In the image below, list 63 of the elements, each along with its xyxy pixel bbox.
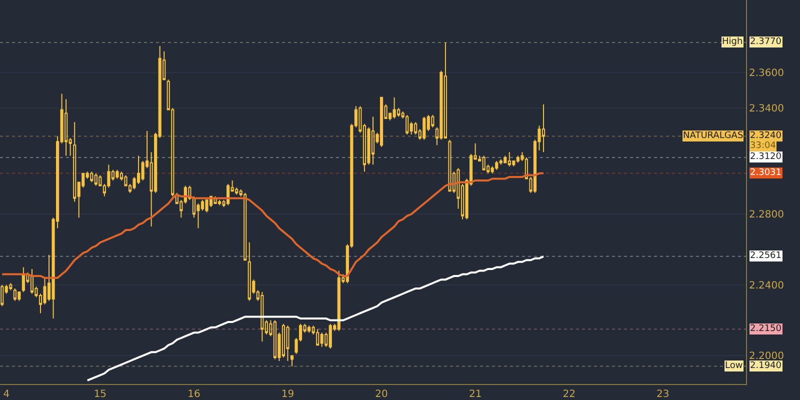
ref-line-label: 2.3031	[750, 168, 782, 178]
candlestick	[542, 104, 546, 153]
candlestick	[337, 270, 340, 332]
candlestick	[90, 171, 94, 183]
x-tick-label: 16	[188, 389, 200, 400]
ref-line-label: 2.2150	[750, 324, 782, 334]
x-tick-label: 4	[3, 389, 10, 400]
ref-line-label: 2.3120	[750, 152, 782, 162]
candlestick	[9, 282, 12, 291]
line-series	[1, 172, 545, 279]
candlestick	[188, 185, 192, 200]
candlestick	[205, 199, 208, 213]
y-tick-label: 2.2800	[749, 210, 784, 221]
candlestick	[244, 192, 247, 261]
candlestick	[380, 96, 384, 148]
candlestick	[516, 155, 520, 164]
ref-line-label: 2.1940	[750, 361, 782, 371]
annotation: High	[722, 37, 743, 47]
y-tick-label: 2.3400	[749, 103, 784, 114]
x-tick-label: 23	[656, 389, 670, 400]
y-tick-label: 2.2400	[749, 280, 784, 292]
candlestick	[371, 116, 375, 166]
x-tick-label: 19	[281, 389, 294, 400]
candlestick	[248, 242, 251, 302]
candlestick	[290, 355, 294, 367]
candlestick	[431, 114, 434, 128]
ref-line-label: 2.3240	[750, 131, 782, 141]
ref-line-label: 2.3770	[750, 37, 782, 47]
x-tick-label: 15	[94, 389, 107, 400]
x-tick-label: 20	[375, 389, 388, 400]
y-tick-label: 2.2000	[749, 351, 784, 362]
candlestick	[308, 325, 311, 334]
candlestick	[218, 199, 222, 206]
x-tick-label: 22	[562, 389, 576, 400]
candlestick	[94, 172, 98, 186]
candlestick	[116, 169, 119, 180]
candlestick	[316, 328, 320, 346]
candlestick	[320, 332, 324, 348]
candlestick	[13, 288, 16, 302]
candlestick	[0, 284, 4, 307]
candlestick	[495, 160, 498, 170]
line-series	[86, 255, 545, 382]
x-tick-label: 21	[468, 389, 482, 400]
candlestick	[260, 291, 264, 342]
text: 33:04	[750, 141, 776, 151]
candlestick	[508, 152, 511, 167]
candlestick	[30, 268, 34, 294]
candlestick	[504, 155, 507, 164]
candlestick	[286, 325, 290, 362]
candlestick	[214, 196, 217, 204]
annotation: NATURALGAS	[683, 131, 744, 141]
candlestick	[18, 291, 21, 302]
candlestick	[444, 42, 448, 139]
candlestick	[422, 116, 426, 140]
ref-line-label: 2.2561	[750, 251, 782, 261]
candlestick	[448, 139, 452, 192]
candlestick	[282, 323, 286, 358]
y-tick-label: 2.3600	[749, 68, 784, 80]
candlestick	[392, 96, 396, 120]
annotation: Low	[725, 361, 743, 371]
candlestick	[328, 323, 332, 350]
candlestick	[406, 114, 409, 135]
candlestick	[482, 155, 486, 170]
